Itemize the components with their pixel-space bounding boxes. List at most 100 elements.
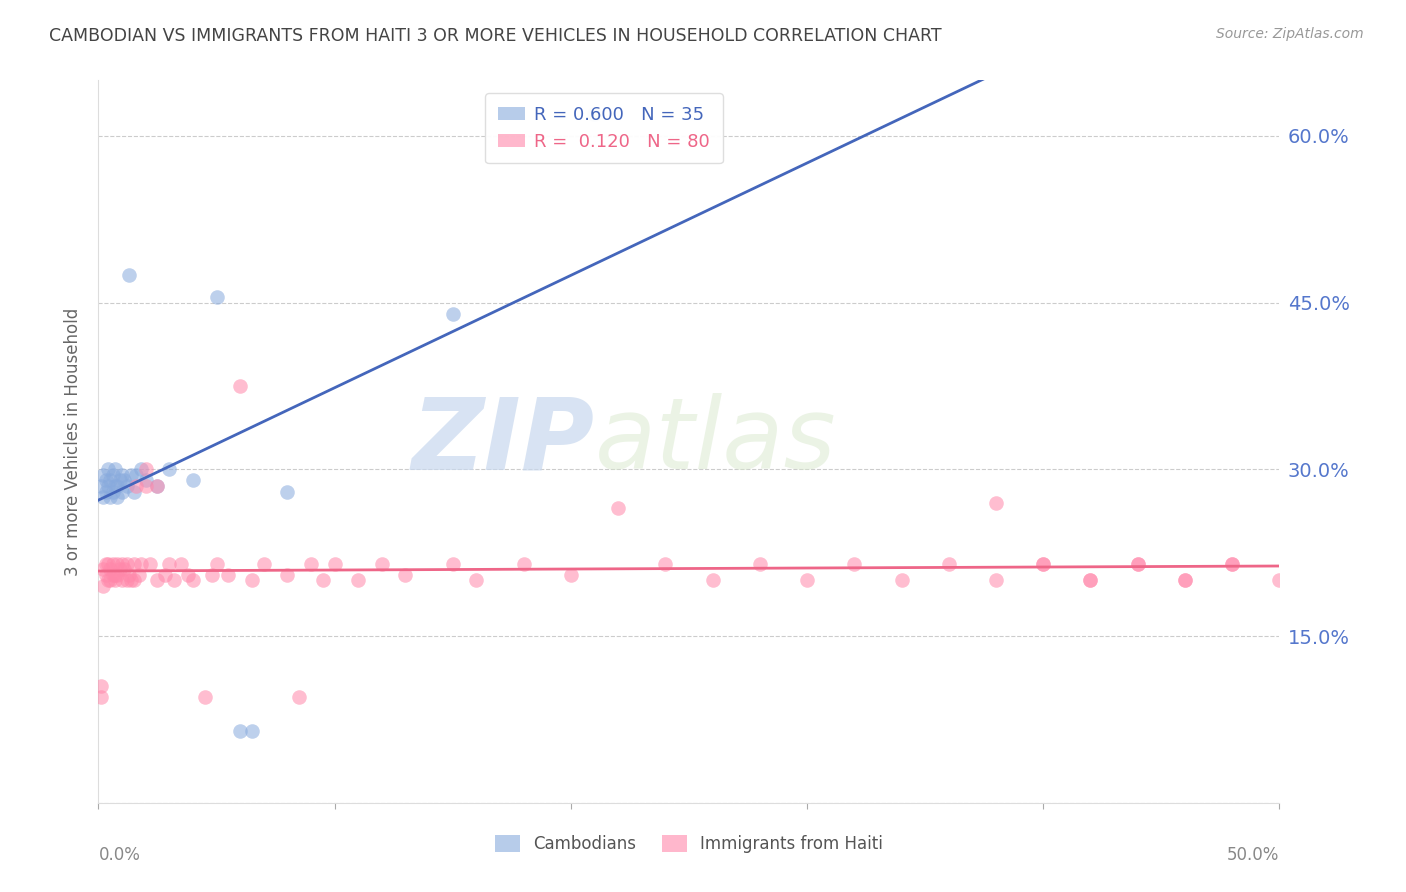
Point <box>104 462 127 476</box>
Point <box>323 557 346 571</box>
Point <box>217 568 239 582</box>
Point <box>125 467 148 482</box>
Point <box>441 557 464 571</box>
Point <box>112 562 135 576</box>
Point <box>1080 574 1102 588</box>
Point <box>1126 557 1149 571</box>
Point <box>205 557 228 571</box>
Point <box>194 690 217 705</box>
Point <box>97 574 120 588</box>
Point <box>111 557 134 571</box>
Text: ZIP: ZIP <box>412 393 595 490</box>
Point <box>91 490 114 504</box>
Point <box>1032 557 1054 571</box>
Point <box>181 574 204 588</box>
Point <box>104 568 127 582</box>
Point <box>394 568 416 582</box>
Point <box>312 574 335 588</box>
Point <box>98 574 121 588</box>
Point <box>118 568 141 582</box>
Point <box>146 574 169 588</box>
Point <box>101 568 124 582</box>
Point <box>122 574 145 588</box>
Point <box>135 479 157 493</box>
Point <box>98 474 121 488</box>
Point <box>90 679 112 693</box>
Point <box>111 467 134 482</box>
Point <box>101 557 124 571</box>
Point <box>90 690 112 705</box>
Point <box>105 490 128 504</box>
Point <box>1220 557 1243 571</box>
Point <box>938 557 960 571</box>
Point <box>560 568 582 582</box>
Point <box>347 574 370 588</box>
Point <box>153 568 176 582</box>
Point <box>748 557 770 571</box>
Point <box>201 568 224 582</box>
Point <box>135 462 157 476</box>
Point <box>890 574 912 588</box>
Point <box>90 479 112 493</box>
Point <box>205 290 228 304</box>
Text: 50.0%: 50.0% <box>1227 847 1279 864</box>
Point <box>146 479 169 493</box>
Point <box>441 307 464 321</box>
Point <box>122 557 145 571</box>
Point <box>163 574 186 588</box>
Text: CAMBODIAN VS IMMIGRANTS FROM HAITI 3 OR MORE VEHICLES IN HOUSEHOLD CORRELATION C: CAMBODIAN VS IMMIGRANTS FROM HAITI 3 OR … <box>49 27 942 45</box>
Text: 0.0%: 0.0% <box>98 847 141 864</box>
Point <box>104 479 127 493</box>
Point <box>118 268 141 282</box>
Point <box>1174 574 1197 588</box>
Point <box>91 562 114 576</box>
Point <box>512 557 534 571</box>
Point <box>288 690 311 705</box>
Point <box>796 574 818 588</box>
Point <box>101 484 124 499</box>
Point <box>229 379 252 393</box>
Point <box>1220 557 1243 571</box>
Point <box>157 462 180 476</box>
Text: atlas: atlas <box>595 393 837 490</box>
Point <box>91 579 114 593</box>
Point <box>181 474 204 488</box>
Point <box>91 467 114 482</box>
Point <box>94 557 117 571</box>
Point <box>299 557 322 571</box>
Y-axis label: 3 or more Vehicles in Household: 3 or more Vehicles in Household <box>65 308 83 575</box>
Point <box>157 557 180 571</box>
Point <box>105 479 128 493</box>
Point <box>115 479 138 493</box>
Point <box>1268 574 1291 588</box>
Point <box>115 574 138 588</box>
Point <box>240 574 263 588</box>
Point <box>108 474 131 488</box>
Point <box>135 474 157 488</box>
Point <box>122 484 145 499</box>
Point <box>98 562 121 576</box>
Point <box>371 557 394 571</box>
Point <box>170 557 193 571</box>
Point <box>97 462 120 476</box>
Point <box>146 479 169 493</box>
Point <box>177 568 200 582</box>
Point <box>129 462 152 476</box>
Point <box>94 484 117 499</box>
Point <box>1032 557 1054 571</box>
Point <box>111 574 134 588</box>
Point <box>139 557 162 571</box>
Point <box>984 496 1007 510</box>
Point <box>121 574 143 588</box>
Point <box>121 467 143 482</box>
Point <box>129 557 152 571</box>
Point <box>702 574 724 588</box>
Point <box>105 568 128 582</box>
Point <box>229 723 252 738</box>
Legend: Cambodians, Immigrants from Haiti: Cambodians, Immigrants from Haiti <box>488 828 890 860</box>
Point <box>101 467 124 482</box>
Point <box>253 557 276 571</box>
Point <box>654 557 676 571</box>
Point <box>1126 557 1149 571</box>
Point <box>240 723 263 738</box>
